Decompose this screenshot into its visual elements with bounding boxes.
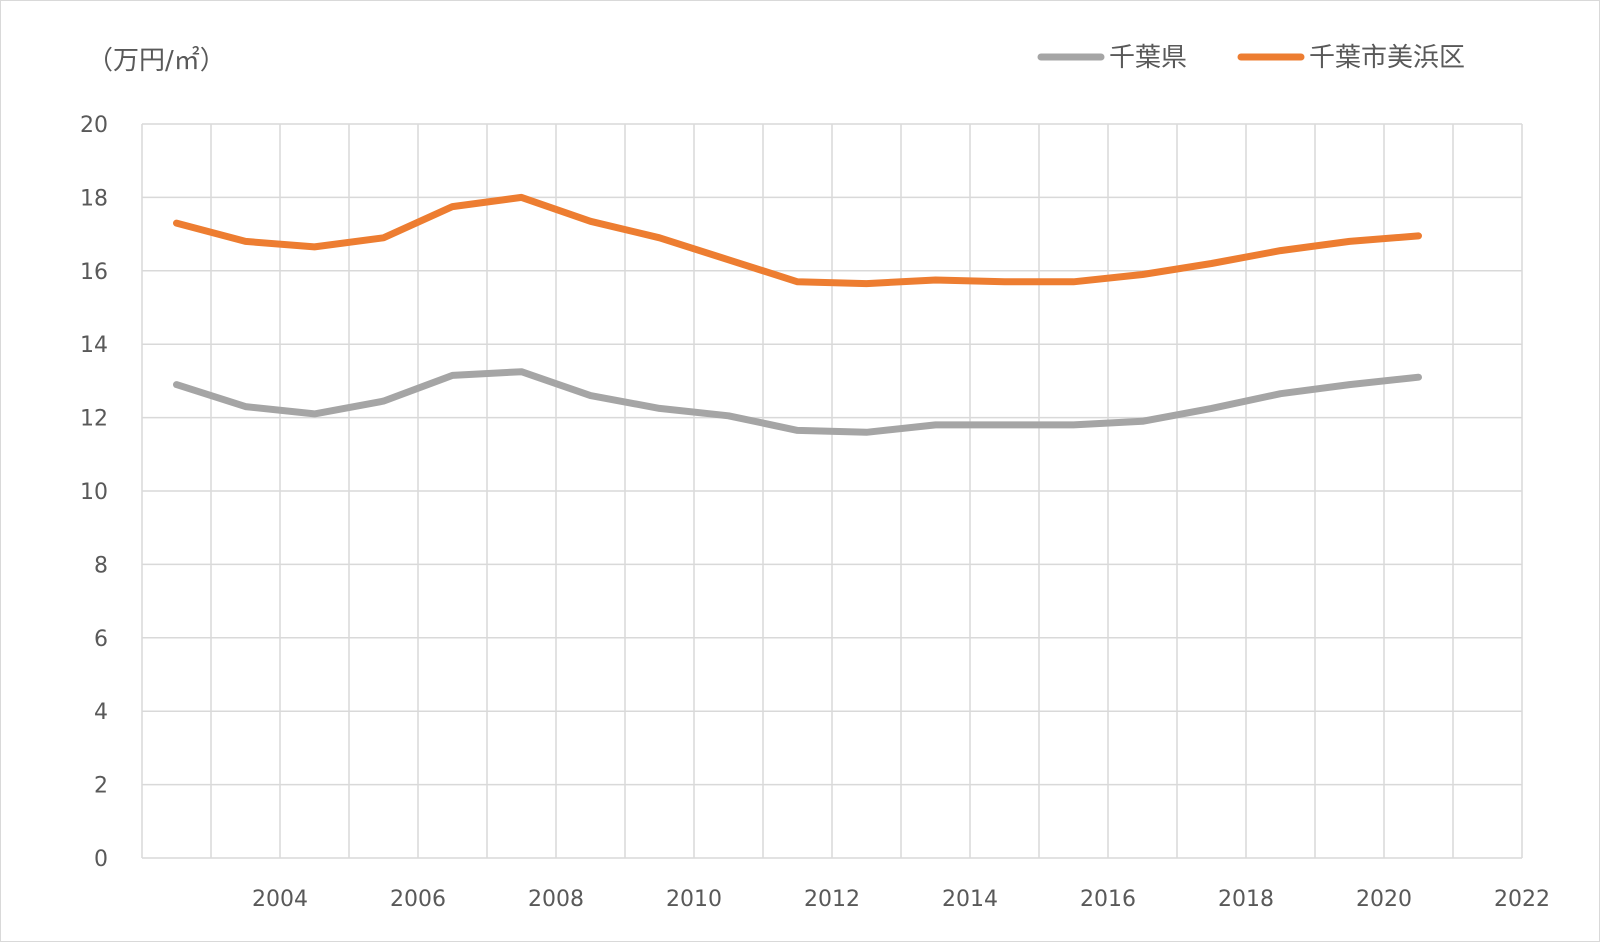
y-tick-label: 14 [80, 333, 108, 358]
series-line-0 [173, 368, 1422, 436]
y-tick-label: 16 [80, 260, 108, 285]
x-tick-label: 2022 [1494, 887, 1550, 912]
x-tick-label: 2012 [804, 887, 860, 912]
y-tick-label: 20 [80, 113, 108, 138]
grid [141, 123, 1523, 859]
y-tick-label: 0 [94, 847, 108, 872]
series-line-1 [173, 193, 1422, 288]
y-tick-label: 12 [80, 407, 108, 432]
y-tick-label: 8 [94, 553, 108, 578]
x-tick-label: 2020 [1356, 887, 1412, 912]
axes: 0 2 4 6 8 10 12 14 16 18 20 2004 2006 2008 2010 2012 201… [80, 113, 1550, 912]
y-tick-label: 10 [80, 480, 108, 505]
legend-label-0: 千葉県 [1109, 43, 1187, 73]
legend-label-1: 千葉市美浜区 [1309, 43, 1465, 73]
y-tick-label: 4 [94, 700, 108, 725]
x-tick-label: 2018 [1218, 887, 1274, 912]
x-tick-label: 2006 [390, 887, 446, 912]
y-tick-label: 6 [94, 627, 108, 652]
y-tick-label: 2 [94, 774, 108, 799]
y-unit-label: （万円/㎡） [87, 46, 226, 76]
x-tick-label: 2016 [1080, 887, 1136, 912]
x-tick-label: 2004 [252, 887, 308, 912]
y-tick-label: 18 [80, 186, 108, 211]
x-tick-label: 2010 [666, 887, 722, 912]
x-tick-label: 2008 [528, 887, 584, 912]
series-lines [173, 193, 1422, 436]
legend: 千葉県 千葉市美浜区 [1037, 43, 1465, 73]
x-tick-label: 2014 [942, 887, 998, 912]
